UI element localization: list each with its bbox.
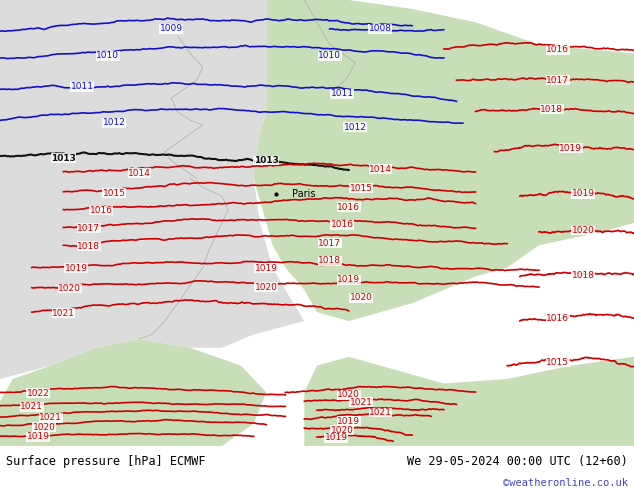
Text: 1013: 1013 xyxy=(254,156,279,165)
Text: 1010: 1010 xyxy=(96,51,119,60)
Polygon shape xyxy=(254,0,634,321)
Text: 1021: 1021 xyxy=(39,413,62,422)
Text: 1011: 1011 xyxy=(71,82,94,92)
Text: 1013: 1013 xyxy=(51,154,76,163)
Text: 1021: 1021 xyxy=(52,309,75,318)
Text: 1018: 1018 xyxy=(572,270,595,280)
Text: 1017: 1017 xyxy=(77,224,100,233)
Text: 1014: 1014 xyxy=(128,169,151,177)
Text: 1019: 1019 xyxy=(559,144,582,152)
Text: 1018: 1018 xyxy=(77,242,100,251)
Text: 1008: 1008 xyxy=(369,24,392,33)
Text: 1020: 1020 xyxy=(572,226,595,235)
Text: 1015: 1015 xyxy=(103,189,126,197)
Text: 1016: 1016 xyxy=(331,220,354,229)
Text: 1015: 1015 xyxy=(350,184,373,193)
Text: 1011: 1011 xyxy=(331,89,354,98)
Text: 1020: 1020 xyxy=(350,294,373,302)
Text: 1016: 1016 xyxy=(547,46,569,54)
Text: 1019: 1019 xyxy=(337,417,360,426)
Text: 1019: 1019 xyxy=(572,190,595,198)
Text: 1016: 1016 xyxy=(547,314,569,323)
Text: 1020: 1020 xyxy=(58,284,81,293)
Text: 1021: 1021 xyxy=(350,398,373,407)
Text: 1012: 1012 xyxy=(344,122,366,132)
Text: 1010: 1010 xyxy=(318,51,341,60)
Text: 1009: 1009 xyxy=(160,24,183,33)
Text: 1020: 1020 xyxy=(337,390,360,399)
Text: 1021: 1021 xyxy=(20,402,43,411)
Text: 1019: 1019 xyxy=(27,433,49,441)
Polygon shape xyxy=(304,357,634,446)
Polygon shape xyxy=(0,0,304,379)
Text: 1018: 1018 xyxy=(318,256,341,266)
Text: 1019: 1019 xyxy=(337,275,360,284)
Text: Paris: Paris xyxy=(292,189,315,199)
Text: 1019: 1019 xyxy=(255,264,278,273)
Text: 1022: 1022 xyxy=(27,389,49,398)
Text: 1017: 1017 xyxy=(547,76,569,85)
Text: 1016: 1016 xyxy=(337,203,360,212)
Text: 1019: 1019 xyxy=(325,433,347,442)
Text: 1020: 1020 xyxy=(33,423,56,432)
Text: ©weatheronline.co.uk: ©weatheronline.co.uk xyxy=(503,478,628,489)
Text: 1015: 1015 xyxy=(547,358,569,367)
Text: 1019: 1019 xyxy=(65,264,87,273)
Text: 1018: 1018 xyxy=(540,105,563,114)
Text: 1017: 1017 xyxy=(318,239,341,247)
Text: Surface pressure [hPa] ECMWF: Surface pressure [hPa] ECMWF xyxy=(6,455,206,468)
Text: We 29-05-2024 00:00 UTC (12+60): We 29-05-2024 00:00 UTC (12+60) xyxy=(407,455,628,468)
Text: 1021: 1021 xyxy=(369,408,392,417)
Polygon shape xyxy=(0,339,266,446)
Text: 1020: 1020 xyxy=(255,283,278,292)
Text: 1014: 1014 xyxy=(369,165,392,174)
Text: 1012: 1012 xyxy=(103,118,126,127)
Text: 1016: 1016 xyxy=(90,206,113,215)
Text: 1020: 1020 xyxy=(331,426,354,435)
